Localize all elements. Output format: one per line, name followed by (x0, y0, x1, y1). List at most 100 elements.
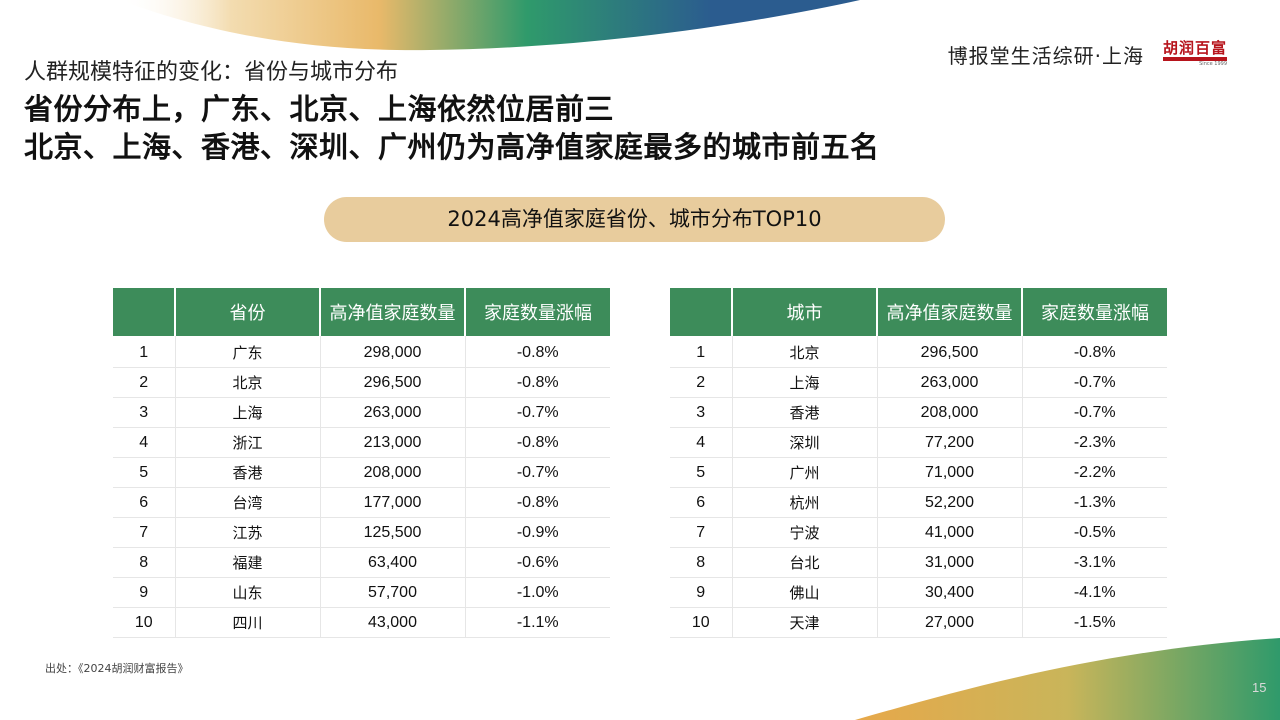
name-cell: 宁波 (731, 517, 877, 548)
change-cell: -4.1% (1021, 577, 1167, 608)
header-change: 家庭数量涨幅 (464, 288, 610, 336)
table-row: 4 深圳 77,200 -2.3% (670, 427, 1167, 458)
count-cell: 30,400 (876, 577, 1022, 608)
rank-cell: 7 (670, 517, 732, 548)
name-cell: 北京 (731, 336, 877, 368)
table-row: 1 广东 298,000 -0.8% (113, 336, 610, 368)
header-count: 高净值家庭数量 (876, 288, 1022, 336)
header-rank (113, 288, 175, 336)
name-cell: 佛山 (731, 577, 877, 608)
count-cell: 71,000 (876, 457, 1022, 488)
change-cell: -1.1% (464, 607, 610, 638)
count-cell: 298,000 (319, 336, 465, 368)
table-row: 2 上海 263,000 -0.7% (670, 367, 1167, 398)
source-note: 出处：《2024胡润财富报告》 (45, 662, 189, 675)
count-cell: 177,000 (319, 487, 465, 518)
change-cell: -0.7% (464, 397, 610, 428)
name-cell: 香港 (731, 397, 877, 428)
name-cell: 福建 (174, 547, 320, 578)
table-row: 10 四川 43,000 -1.1% (113, 607, 610, 638)
name-cell: 台北 (731, 547, 877, 578)
top-decorative-wave (120, 0, 860, 51)
table-row: 6 台湾 177,000 -0.8% (113, 487, 610, 518)
table-header-row: 省份 高净值家庭数量 家庭数量涨幅 (113, 288, 610, 336)
name-cell: 江苏 (174, 517, 320, 548)
table-row: 8 台北 31,000 -3.1% (670, 547, 1167, 578)
rank-cell: 9 (113, 577, 175, 608)
rank-cell: 4 (113, 427, 175, 458)
table-row: 9 佛山 30,400 -4.1% (670, 577, 1167, 608)
header-rank (670, 288, 732, 336)
logo-bar (1163, 57, 1227, 61)
name-cell: 台湾 (174, 487, 320, 518)
table-row: 7 宁波 41,000 -0.5% (670, 517, 1167, 548)
count-cell: 27,000 (876, 607, 1022, 638)
rank-cell: 1 (670, 336, 732, 368)
table-row: 1 北京 296,500 -0.8% (670, 336, 1167, 368)
headline-line-1: 省份分布上，广东、北京、上海依然位居前三 (24, 92, 615, 126)
change-cell: -0.8% (464, 427, 610, 458)
rank-cell: 6 (670, 487, 732, 518)
name-cell: 浙江 (174, 427, 320, 458)
header-city: 城市 (731, 288, 877, 336)
section-title-pill: 2024高净值家庭省份、城市分布TOP10 (324, 197, 945, 242)
header-province: 省份 (174, 288, 320, 336)
name-cell: 广东 (174, 336, 320, 368)
rank-cell: 5 (113, 457, 175, 488)
table-row: 3 上海 263,000 -0.7% (113, 397, 610, 428)
count-cell: 77,200 (876, 427, 1022, 458)
count-cell: 208,000 (876, 397, 1022, 428)
logo-since: Since 1999 (1199, 61, 1227, 67)
rank-cell: 10 (113, 607, 175, 638)
header-change: 家庭数量涨幅 (1021, 288, 1167, 336)
change-cell: -0.5% (1021, 517, 1167, 548)
count-cell: 52,200 (876, 487, 1022, 518)
rank-cell: 3 (113, 397, 175, 428)
city-table: 城市 高净值家庭数量 家庭数量涨幅 1 北京 296,500 -0.8% 2 上海 263,… (670, 288, 1167, 638)
hurun-logo: 胡润百富 Since 1999 (1163, 41, 1233, 67)
name-cell: 香港 (174, 457, 320, 488)
name-cell: 四川 (174, 607, 320, 638)
table-row: 4 浙江 213,000 -0.8% (113, 427, 610, 458)
table-row: 3 香港 208,000 -0.7% (670, 397, 1167, 428)
name-cell: 上海 (174, 397, 320, 428)
name-cell: 天津 (731, 607, 877, 638)
change-cell: -3.1% (1021, 547, 1167, 578)
logo-text: 胡润百富 (1163, 39, 1228, 57)
page-number: 15 (1252, 680, 1267, 695)
rank-cell: 5 (670, 457, 732, 488)
count-cell: 31,000 (876, 547, 1022, 578)
rank-cell: 1 (113, 336, 175, 368)
change-cell: -0.6% (464, 547, 610, 578)
change-cell: -1.3% (1021, 487, 1167, 518)
rank-cell: 2 (670, 367, 732, 398)
change-cell: -0.8% (464, 336, 610, 368)
rank-cell: 3 (670, 397, 732, 428)
brand-name: 博报堂生活综研·上海 (947, 44, 1144, 68)
rank-cell: 4 (670, 427, 732, 458)
change-cell: -0.9% (464, 517, 610, 548)
table-row: 8 福建 63,400 -0.6% (113, 547, 610, 578)
table-row: 6 杭州 52,200 -1.3% (670, 487, 1167, 518)
count-cell: 63,400 (319, 547, 465, 578)
table-header-row: 城市 高净值家庭数量 家庭数量涨幅 (670, 288, 1167, 336)
table-row: 5 香港 208,000 -0.7% (113, 457, 610, 488)
change-cell: -0.7% (464, 457, 610, 488)
change-cell: -2.2% (1021, 457, 1167, 488)
name-cell: 上海 (731, 367, 877, 398)
table-row: 5 广州 71,000 -2.2% (670, 457, 1167, 488)
table-row: 7 江苏 125,500 -0.9% (113, 517, 610, 548)
name-cell: 广州 (731, 457, 877, 488)
rank-cell: 9 (670, 577, 732, 608)
name-cell: 杭州 (731, 487, 877, 518)
table-row: 2 北京 296,500 -0.8% (113, 367, 610, 398)
count-cell: 263,000 (876, 367, 1022, 398)
rank-cell: 2 (113, 367, 175, 398)
name-cell: 山东 (174, 577, 320, 608)
rank-cell: 7 (113, 517, 175, 548)
count-cell: 43,000 (319, 607, 465, 638)
name-cell: 北京 (174, 367, 320, 398)
table-row: 9 山东 57,700 -1.0% (113, 577, 610, 608)
bottom-decorative-wave (855, 638, 1280, 720)
change-cell: -1.0% (464, 577, 610, 608)
